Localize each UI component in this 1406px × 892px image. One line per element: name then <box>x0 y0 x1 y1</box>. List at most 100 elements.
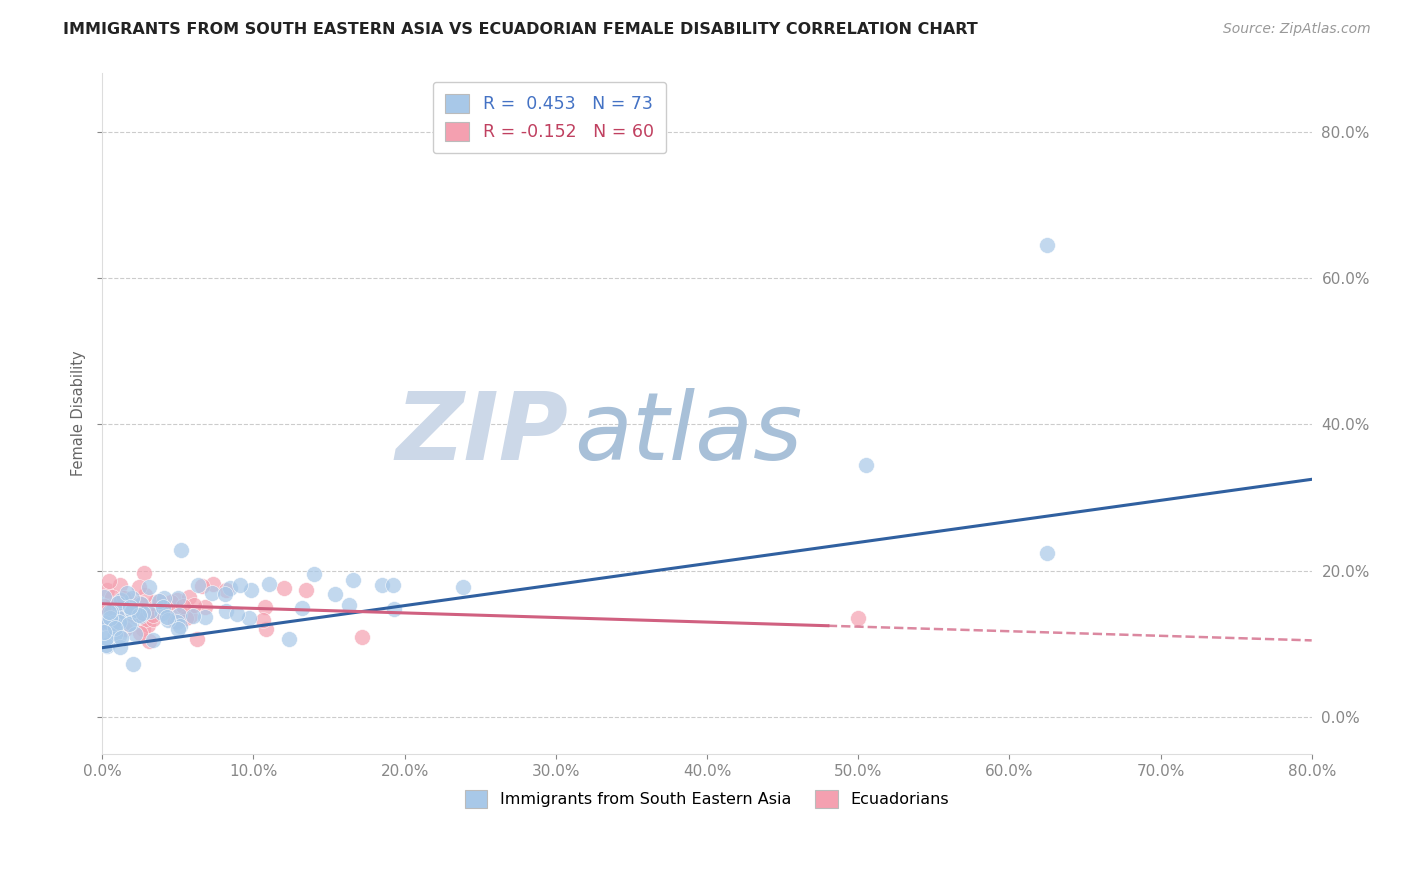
Point <box>132 603 155 617</box>
Point <box>167 591 190 605</box>
Point <box>278 632 301 646</box>
Point <box>152 599 174 614</box>
Point <box>214 587 236 601</box>
Point <box>219 581 242 595</box>
Point <box>136 617 159 632</box>
Point <box>112 591 135 606</box>
Point <box>194 599 217 614</box>
Y-axis label: Female Disability: Female Disability <box>72 351 86 476</box>
Point <box>226 607 249 622</box>
Point <box>273 582 295 596</box>
Point <box>170 542 193 557</box>
Point <box>93 590 115 604</box>
Point <box>122 603 145 617</box>
Point <box>122 657 145 672</box>
Point <box>215 583 238 598</box>
Point <box>135 612 157 626</box>
Point <box>1036 238 1059 252</box>
Point <box>179 608 201 623</box>
Point <box>127 608 149 623</box>
Point <box>350 630 373 644</box>
Point <box>120 616 142 631</box>
Point <box>101 616 124 631</box>
Point <box>342 574 364 588</box>
Point <box>104 627 127 641</box>
Point <box>110 593 132 607</box>
Point <box>187 578 209 592</box>
Point <box>107 607 129 621</box>
Point <box>108 615 131 630</box>
Point <box>114 622 136 636</box>
Point <box>110 631 132 645</box>
Point <box>122 607 145 622</box>
Point <box>855 458 877 472</box>
Point <box>149 594 172 608</box>
Text: atlas: atlas <box>574 388 803 479</box>
Point <box>105 622 128 636</box>
Point <box>132 566 155 581</box>
Point <box>215 604 238 618</box>
Point <box>148 594 170 608</box>
Point <box>134 588 156 602</box>
Point <box>105 614 128 628</box>
Point <box>142 612 165 626</box>
Point <box>128 608 150 623</box>
Point <box>201 576 224 591</box>
Point <box>325 587 347 601</box>
Point <box>132 622 155 636</box>
Point <box>107 595 129 609</box>
Point <box>153 601 176 615</box>
Point <box>97 615 120 629</box>
Legend: Immigrants from South Eastern Asia, Ecuadorians: Immigrants from South Eastern Asia, Ecua… <box>458 784 956 814</box>
Point <box>295 582 318 597</box>
Point <box>239 583 262 598</box>
Point <box>129 626 152 640</box>
Point <box>104 621 127 635</box>
Point <box>169 605 191 619</box>
Point <box>259 576 281 591</box>
Point <box>128 596 150 610</box>
Point <box>371 578 394 592</box>
Point <box>122 606 145 620</box>
Point <box>93 607 115 621</box>
Point <box>108 611 131 625</box>
Point <box>115 586 138 600</box>
Point <box>139 604 162 618</box>
Point <box>97 600 120 615</box>
Point <box>96 616 118 631</box>
Point <box>129 609 152 624</box>
Point <box>159 595 181 609</box>
Point <box>142 606 165 620</box>
Point <box>145 607 167 621</box>
Point <box>166 615 188 629</box>
Point <box>96 639 118 653</box>
Point <box>172 599 194 613</box>
Point <box>110 640 132 655</box>
Point <box>451 580 474 594</box>
Point <box>169 619 191 633</box>
Point <box>138 633 160 648</box>
Point <box>186 632 208 647</box>
Point <box>98 611 121 625</box>
Point <box>117 617 139 632</box>
Point <box>150 606 173 620</box>
Point <box>143 595 166 609</box>
Point <box>291 600 314 615</box>
Text: Source: ZipAtlas.com: Source: ZipAtlas.com <box>1223 22 1371 37</box>
Point <box>194 610 217 624</box>
Point <box>94 615 117 630</box>
Point <box>124 626 146 640</box>
Point <box>238 610 260 624</box>
Point <box>93 625 115 640</box>
Point <box>1036 545 1059 559</box>
Point <box>120 603 142 617</box>
Point <box>183 598 205 612</box>
Point <box>131 605 153 619</box>
Point <box>129 598 152 612</box>
Point <box>94 631 117 645</box>
Point <box>228 578 250 592</box>
Point <box>181 608 204 623</box>
Point <box>107 597 129 611</box>
Point <box>96 582 118 597</box>
Point <box>142 632 165 647</box>
